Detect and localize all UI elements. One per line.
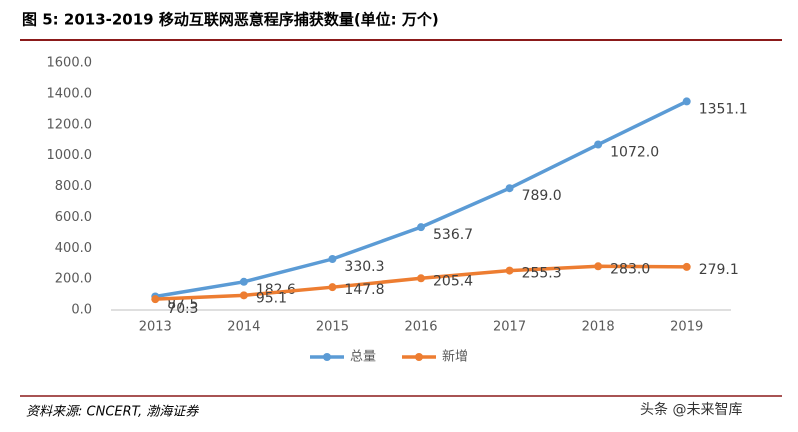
y-tick-label: 1400.0: [47, 86, 93, 101]
data-label: 1072.0: [610, 145, 659, 161]
x-tick-label: 2018: [582, 320, 615, 335]
data-point: [594, 262, 603, 271]
data-label: 147.8: [344, 282, 384, 298]
x-tick-label: 2017: [493, 320, 526, 335]
source-note: 资料来源: CNCERT, 渤海证券: [26, 405, 199, 420]
data-point: [594, 140, 603, 149]
data-point: [682, 262, 691, 271]
x-tick-label: 2015: [316, 320, 349, 335]
data-label: 330.3: [344, 259, 384, 275]
data-label: 279.1: [699, 262, 739, 278]
data-point: [239, 291, 248, 300]
legend-label: 总量: [350, 350, 376, 365]
data-point: [239, 277, 248, 286]
data-point: [505, 184, 514, 193]
data-label: 283.0: [610, 261, 650, 277]
data-label: 536.7: [433, 227, 473, 243]
data-label: 1351.1: [699, 101, 748, 117]
x-tick-label: 2016: [404, 320, 437, 335]
data-label: 789.0: [522, 188, 562, 204]
data-label: 95.1: [256, 290, 287, 306]
data-point: [151, 295, 160, 304]
y-tick-label: 600.0: [55, 210, 92, 225]
data-label: 205.4: [433, 273, 473, 289]
y-tick-label: 1000.0: [47, 148, 93, 163]
y-tick-label: 1600.0: [47, 56, 93, 71]
chart-title: 图 5: 2013-2019 移动互联网恶意程序捕获数量(单位: 万个): [22, 11, 439, 29]
y-tick-label: 800.0: [55, 179, 92, 194]
y-tick-label: 0.0: [71, 303, 92, 318]
data-label: 70.3: [167, 301, 198, 317]
y-tick-label: 200.0: [55, 272, 92, 287]
legend-marker: [323, 353, 331, 361]
data-label: 255.3: [522, 266, 562, 282]
y-tick-label: 400.0: [55, 241, 92, 256]
x-tick-label: 2014: [227, 320, 260, 335]
y-tick-label: 1200.0: [47, 117, 93, 132]
data-point: [417, 274, 425, 283]
data-point: [682, 97, 691, 106]
legend-marker: [415, 353, 423, 361]
data-point: [417, 223, 425, 232]
x-tick-label: 2013: [139, 320, 172, 335]
x-tick-label: 2019: [670, 320, 703, 335]
data-point: [505, 266, 514, 275]
data-point: [328, 255, 337, 264]
data-label: 87.5: [167, 296, 198, 312]
legend-label: 新增: [442, 349, 468, 365]
watermark: 头条 @未来智库: [640, 401, 742, 418]
data-point: [328, 283, 337, 292]
